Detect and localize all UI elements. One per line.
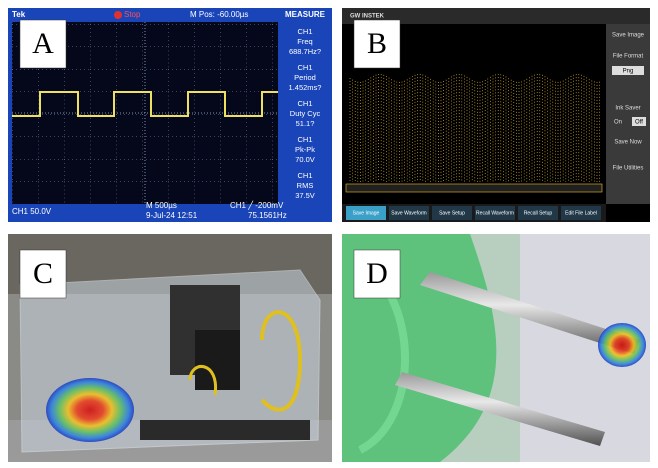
menu-item: File Format [613, 54, 644, 60]
position: M Pos: -60.00µs [190, 10, 248, 19]
footer-text: CH1 50.0V [12, 207, 52, 216]
measurement-channel: CH1 [297, 135, 312, 144]
panel-label: B [367, 27, 387, 60]
panel-label: D [366, 257, 388, 290]
measurement-channel: CH1 [297, 99, 312, 108]
footer-text: M 500µs [146, 201, 177, 210]
soft-button-label: Edit File Label [565, 210, 597, 216]
measurement-value: 1.452ms? [289, 83, 322, 92]
measurement-name: Period [294, 73, 316, 82]
measurement-value: 70.0V [295, 155, 315, 164]
measurement-name: Freq [297, 37, 312, 46]
brand: Tek [12, 10, 26, 19]
figure: ABCDTekStopM Pos: -60.00µsMEASURECH1Freq… [0, 0, 658, 468]
menu-item: Png [623, 69, 634, 75]
menu-item: Ink Saver [615, 106, 640, 112]
soft-button-label: Save Waveform [391, 210, 426, 216]
soft-button-label: Recall Setup [524, 210, 553, 216]
menu-item: File Utilities [613, 166, 644, 172]
footer-text: 75.1561Hz [248, 211, 287, 220]
footer-text: 9-Jul-24 12:51 [146, 211, 198, 220]
measurement-name: RMS [297, 181, 314, 190]
menu-item: On [614, 120, 622, 126]
soft-button-label: Save Setup [439, 210, 465, 216]
panel-label: C [33, 257, 53, 290]
measurement-value: 688.7Hz? [289, 47, 321, 56]
soft-button-label: Recall Waveform [476, 210, 514, 216]
measurement-value: 37.5V [295, 191, 315, 200]
brand: GW INSTEK [350, 14, 385, 20]
measurement-channel: CH1 [297, 63, 312, 72]
measurement-name: Duty Cyc [290, 109, 321, 118]
menu-item: Save Image [612, 33, 645, 39]
menu-title: MEASURE [285, 10, 326, 19]
soft-button-label: Save Image [353, 210, 380, 216]
measurement-channel: CH1 [297, 27, 312, 36]
status: Stop [124, 10, 141, 19]
measurement-name: Pk-Pk [295, 145, 315, 154]
measurement-value: 51.1? [296, 119, 315, 128]
menu-item: Off [635, 120, 643, 126]
footer-text: CH1 ╱ -200mV [230, 200, 284, 210]
measurement-channel: CH1 [297, 171, 312, 180]
panel-label: A [32, 27, 54, 60]
menu-item: Save Now [614, 140, 642, 146]
